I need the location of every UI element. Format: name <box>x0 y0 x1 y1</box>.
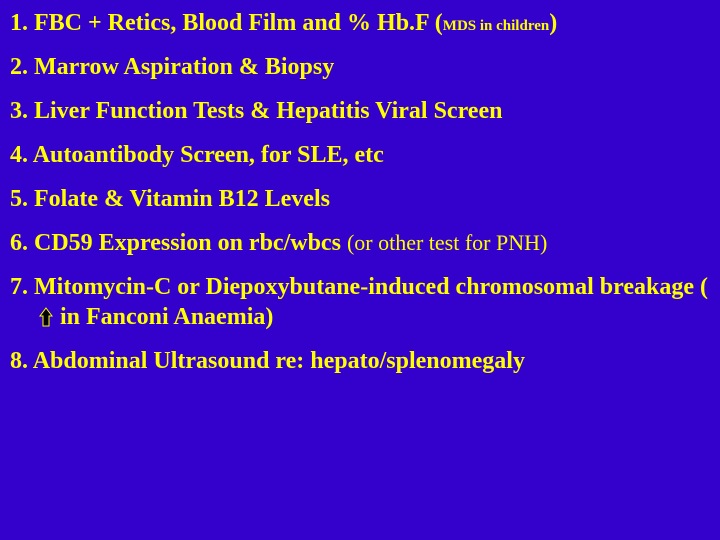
list-item-2: 2. Marrow Aspiration & Biopsy <box>10 52 710 82</box>
item-number: 5. <box>10 186 28 212</box>
item-number: 6. <box>10 230 28 256</box>
item-number: 1. <box>10 10 28 36</box>
item-number: 7. <box>10 274 28 300</box>
item-number: 3. <box>10 98 28 124</box>
list-item-4: 4. Autoantibody Screen, for SLE, etc <box>10 140 710 170</box>
list-item-8: 8. Abdominal Ultrasound re: hepato/splen… <box>10 346 710 376</box>
item-number: 4. <box>10 142 28 168</box>
list-item-6: 6. CD59 Expression on rbc/wbcs (or other… <box>10 228 710 258</box>
item-subscript: MDS in children <box>443 18 549 34</box>
up-arrow-icon <box>38 307 54 327</box>
list-item-3: 3. Liver Function Tests & Hepatitis Vira… <box>10 96 710 126</box>
item-text: Abdominal Ultrasound re: hepato/splenome… <box>33 348 525 374</box>
list-item-7: 7. Mitomycin-C or Diepoxybutane-induced … <box>10 272 710 332</box>
item-text-b: in Fanconi Anaemia) <box>54 304 273 330</box>
item-text: CD59 Expression on rbc/wbcs <box>34 230 347 256</box>
item-number: 8. <box>10 348 28 374</box>
item-text: Marrow Aspiration & Biopsy <box>34 54 334 80</box>
item-text: Folate & Vitamin B12 Levels <box>34 186 330 212</box>
item-text: Autoantibody Screen, for SLE, etc <box>33 142 384 168</box>
item-text: Liver Function Tests & Hepatitis Viral S… <box>34 98 502 124</box>
item-text: Mitomycin-C or Diepoxybutane-induced chr… <box>34 274 708 300</box>
list-item-1: 1. FBC + Retics, Blood Film and % Hb.F (… <box>10 8 710 38</box>
item-text-b: ) <box>549 10 557 36</box>
list-item-5: 5. Folate & Vitamin B12 Levels <box>10 184 710 214</box>
item-text: FBC + Retics, Blood Film and % Hb.F ( <box>34 10 443 36</box>
item-number: 2. <box>10 54 28 80</box>
item-paren: (or other test for PNH) <box>347 230 547 255</box>
